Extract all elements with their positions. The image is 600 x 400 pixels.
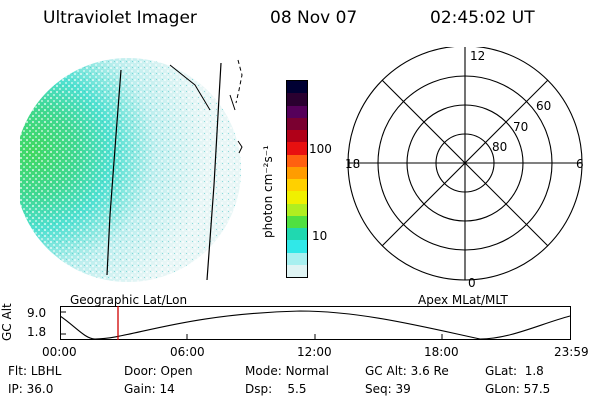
colorbar-swatch	[287, 105, 307, 118]
status-ip: IP: 36.0	[8, 382, 54, 396]
x-tick-0000: 00:00	[42, 345, 77, 359]
status-glat: GLat: 1.8	[485, 364, 544, 378]
x-tick-0600: 06:00	[170, 345, 205, 359]
colorbar-swatch	[287, 240, 307, 253]
meridian-line	[106, 69, 122, 276]
colorbar-swatch	[287, 130, 307, 143]
date-label: 08 Nov 07	[270, 8, 358, 28]
colorbar-swatch	[287, 93, 307, 106]
coastline-line	[169, 64, 211, 111]
colorbar-swatch	[287, 203, 307, 216]
colorbar-unit-label: photon cm⁻²s⁻¹	[261, 145, 275, 238]
status-seq: Seq: 39	[365, 382, 411, 396]
colorbar-swatch	[287, 228, 307, 241]
uv-earth-image	[20, 58, 243, 282]
status-mode: Mode: Normal	[245, 364, 329, 378]
altitude-curve	[60, 310, 571, 340]
mlt-label-0: 0	[468, 276, 476, 290]
meridian-line	[206, 62, 222, 281]
coastline-line	[237, 140, 243, 154]
apex-title: Apex MLat/MLT	[418, 293, 508, 307]
colorbar-swatch	[287, 166, 307, 179]
status-glon: GLon: 57.5	[485, 382, 551, 396]
orbit-altitude-plot	[60, 306, 571, 340]
y-tick-9: 9.0	[27, 306, 47, 320]
geographic-title: Geographic Lat/Lon	[70, 293, 188, 307]
colorbar-swatch	[287, 154, 307, 167]
status-dsp: Dsp: 5.5	[245, 382, 307, 396]
lat-label-60: 60	[536, 99, 551, 113]
colorbar-tick-100: 100	[309, 142, 332, 156]
y-tick-1-8: 1.8	[27, 325, 47, 339]
status-gc-alt: GC Alt: 3.6 Re	[365, 364, 449, 378]
colorbar-swatch	[287, 252, 307, 265]
colorbar-swatch	[287, 191, 307, 204]
mlt-label-18: 18	[345, 157, 360, 171]
x-tick-1800: 18:00	[424, 345, 459, 359]
status-door: Door: Open	[124, 364, 193, 378]
x-tick-1200: 12:00	[297, 345, 332, 359]
colorbar-tick-10: 10	[312, 229, 328, 243]
coastline-line	[235, 59, 243, 104]
colorbar-swatch	[287, 117, 307, 130]
mlt-label-6: 6	[576, 157, 584, 171]
lat-label-70: 70	[513, 120, 528, 134]
status-filter: Flt: LBHL	[8, 364, 62, 378]
time-label: 02:45:02 UT	[430, 8, 535, 28]
x-tick-2359: 23:59	[554, 345, 589, 359]
altitude-axis-label: GC Alt	[0, 303, 14, 341]
colorbar-swatch	[287, 264, 307, 277]
status-gain: Gain: 14	[124, 382, 175, 396]
mlt-label-12: 12	[470, 49, 485, 63]
coastline-line	[229, 94, 236, 111]
colorbar-swatch	[287, 215, 307, 228]
colorbar-swatch	[287, 142, 307, 155]
color-scale-bar	[286, 80, 308, 278]
lat-label-80: 80	[492, 140, 507, 154]
colorbar-swatch	[287, 81, 307, 94]
polar-mlt-plot: 12 18 6 0 60 70 80	[345, 47, 584, 290]
colorbar-swatch	[287, 179, 307, 192]
instrument-title: Ultraviolet Imager	[43, 8, 197, 28]
